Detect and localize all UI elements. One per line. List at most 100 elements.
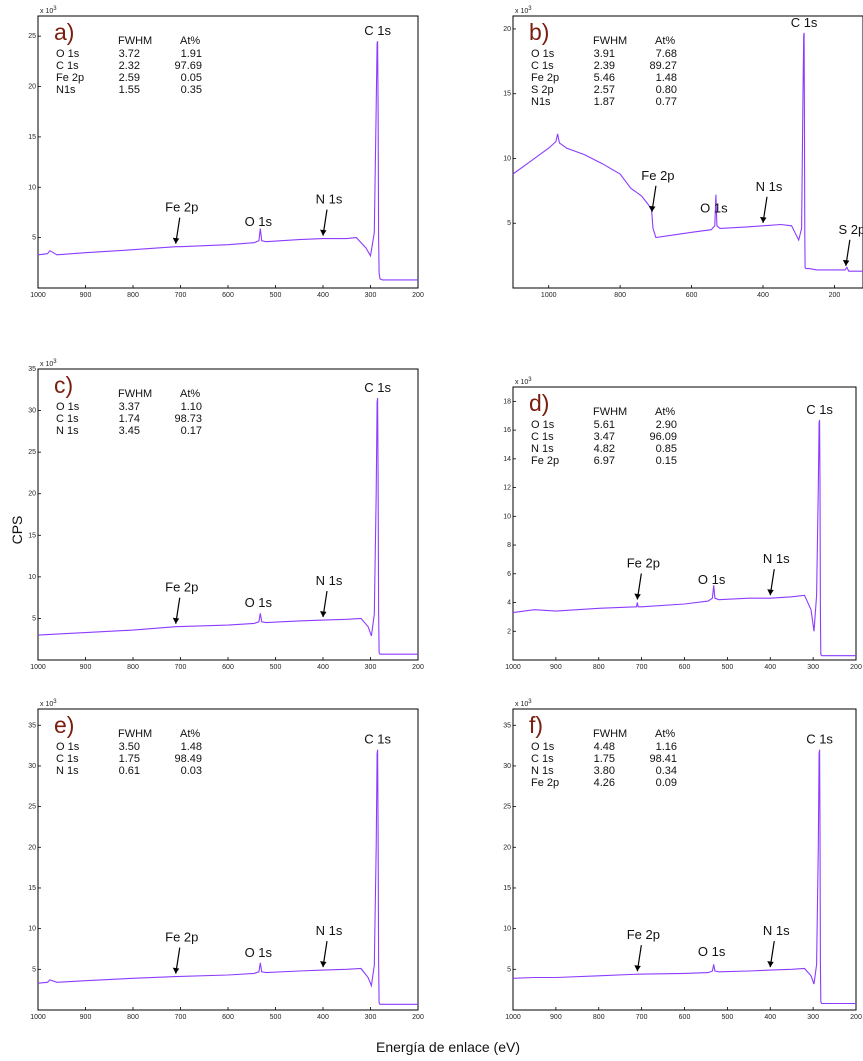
plot-frame — [37, 368, 419, 661]
table-cell: O 1s — [531, 741, 555, 753]
x-tick-label: 400 — [317, 664, 329, 671]
peak-arrow-head — [634, 965, 641, 972]
y-tick-label: 5 — [32, 615, 36, 622]
plot-frame — [512, 708, 857, 1011]
table-cell: 1.75 — [119, 753, 140, 765]
table-header: At% — [655, 728, 675, 740]
x-tick-label: 900 — [80, 1014, 92, 1021]
x-tick-label: 600 — [686, 292, 698, 299]
table-cell: 5.46 — [594, 72, 615, 84]
x-tick-label: 200 — [850, 664, 862, 671]
x-tick-label: 500 — [270, 664, 282, 671]
y-tick-label: 35 — [28, 722, 36, 729]
table-cell: 89.27 — [649, 60, 677, 72]
y-exponent-power: 3 — [53, 699, 57, 705]
table-header: At% — [180, 35, 200, 47]
y-tick-label: 5 — [32, 235, 36, 242]
y-tick-label: 10 — [28, 574, 36, 581]
x-tick-label: 900 — [80, 664, 92, 671]
x-axis-title: Energía de enlace (eV) — [376, 1039, 520, 1055]
table-cell: 0.03 — [181, 765, 202, 777]
y-tick-label: 25 — [503, 804, 511, 811]
y-tick-label: 18 — [503, 398, 511, 405]
table-cell: C 1s — [531, 753, 554, 765]
x-tick-label: 1000 — [30, 292, 46, 299]
panel-letter: d) — [529, 390, 549, 416]
table-cell: Fe 2p — [56, 72, 84, 84]
table-cell: 1.10 — [181, 401, 202, 413]
table-cell: N1s — [56, 84, 76, 96]
peak-label: N 1s — [756, 179, 783, 194]
y-tick-label: 35 — [503, 722, 511, 729]
x-tick-label: 1000 — [505, 1014, 521, 1021]
table-cell: 3.45 — [119, 425, 140, 437]
peak-label: Fe 2p — [165, 930, 198, 945]
y-tick-label: 30 — [28, 763, 36, 770]
spectrum-line — [37, 41, 418, 281]
peak-label: N 1s — [316, 923, 343, 938]
table-cell: 0.80 — [656, 84, 677, 96]
y-tick-label: 30 — [28, 408, 36, 415]
table-header: FWHM — [118, 728, 152, 740]
table-cell: 4.48 — [594, 741, 615, 753]
table-cell: 2.39 — [594, 60, 615, 72]
y-tick-label: 15 — [28, 532, 36, 539]
y-exponent-power: 3 — [528, 699, 532, 705]
peak-arrow-head — [172, 617, 180, 624]
peak-arrow-head — [842, 259, 850, 266]
peak-label-c1s: C 1s — [791, 15, 818, 30]
y-tick-label: 5 — [32, 966, 36, 973]
x-tick-label: 800 — [127, 1014, 139, 1021]
table-cell: O 1s — [531, 419, 555, 431]
x-tick-label: 800 — [593, 1014, 605, 1021]
y-tick-label: 10 — [503, 513, 511, 520]
table-cell: 1.16 — [656, 741, 677, 753]
y-exponent-power: 3 — [53, 6, 57, 12]
table-cell: 0.34 — [656, 765, 677, 777]
table-cell: 3.47 — [594, 431, 615, 443]
table-header: FWHM — [118, 388, 152, 400]
x-tick-label: 500 — [722, 664, 734, 671]
plot-frame — [37, 15, 419, 289]
x-tick-label: 600 — [679, 664, 691, 671]
y-tick-label: 10 — [503, 155, 511, 162]
y-exponent-label: x 103 — [515, 377, 532, 386]
x-tick-label: 700 — [175, 664, 187, 671]
table-header: FWHM — [593, 406, 627, 418]
table-cell: 98.73 — [174, 413, 202, 425]
table-cell: 7.68 — [656, 48, 677, 60]
y-tick-label: 14 — [503, 456, 511, 463]
y-tick-label: 30 — [503, 763, 511, 770]
x-tick-label: 200 — [850, 1014, 862, 1021]
x-tick-label: 1000 — [541, 292, 557, 299]
panel-c: 1000 900 800 700 600 500 400 300 200 5 10 15 20 25 30 3… — [28, 359, 424, 671]
spectrum-line — [512, 749, 856, 1005]
table-cell: 0.17 — [181, 425, 202, 437]
x-tick-label: 800 — [127, 664, 139, 671]
panel-letter: b) — [529, 19, 549, 45]
table-cell: 3.50 — [119, 741, 140, 753]
peak-label-c1s: C 1s — [364, 23, 391, 38]
x-tick-label: 200 — [829, 292, 841, 299]
x-tick-label: 700 — [175, 1014, 187, 1021]
table-cell: N 1s — [531, 765, 554, 777]
spectrum-line — [37, 749, 418, 1005]
x-tick-label: 400 — [757, 292, 769, 299]
table-cell: 1.87 — [594, 96, 615, 108]
table-cell: O 1s — [56, 741, 80, 753]
peak-arrow-head — [648, 205, 656, 212]
table-cell: C 1s — [56, 413, 79, 425]
table-cell: 98.49 — [174, 753, 202, 765]
table-cell: 0.85 — [656, 443, 677, 455]
peak-arrow-head — [172, 237, 180, 244]
panel-e: 1000 900 800 700 600 500 400 300 200 5 10 15 20 25 30 3… — [28, 699, 424, 1021]
table-header: FWHM — [593, 728, 627, 740]
x-tick-label: 800 — [614, 292, 626, 299]
x-tick-label: 300 — [365, 292, 377, 299]
peak-label: N 1s — [763, 923, 790, 938]
table-cell: O 1s — [56, 48, 80, 60]
table-cell: 5.61 — [594, 419, 615, 431]
table-header: At% — [655, 406, 675, 418]
peak-arrow-head — [320, 229, 327, 236]
